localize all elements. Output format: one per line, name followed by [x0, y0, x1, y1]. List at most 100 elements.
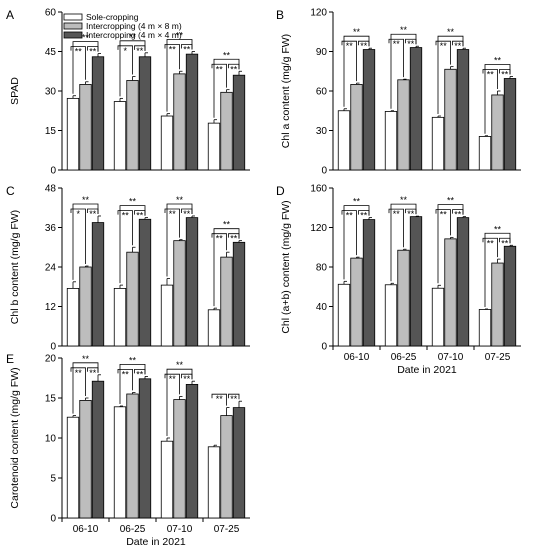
y-tick-label: 0 — [321, 166, 327, 177]
bar — [456, 217, 470, 347]
bar — [232, 241, 246, 347]
bar — [138, 378, 152, 519]
significance-bracket — [228, 393, 240, 400]
bar — [397, 249, 410, 347]
y-tick-label: 12 — [45, 302, 57, 313]
significance-label: ** — [89, 47, 97, 57]
significance-bracket — [181, 44, 193, 50]
significance-label: ** — [407, 39, 415, 49]
significance-bracket — [211, 393, 227, 406]
bar — [207, 309, 221, 347]
significance-bracket — [499, 237, 511, 244]
significance-label: * — [76, 209, 80, 219]
y-tick-label: 30 — [45, 87, 57, 98]
bar — [478, 136, 492, 171]
bar — [138, 218, 152, 347]
significance-bracket — [134, 368, 146, 375]
y-tick-label: 30 — [316, 126, 328, 137]
significance-label: ** — [176, 31, 184, 41]
significance-label: ** — [407, 209, 415, 219]
significance-bracket — [228, 63, 240, 70]
significance-label: ** — [82, 354, 90, 364]
y-tick-label: 160 — [310, 184, 327, 195]
legend-label: Intercropping (4 m × 4 m) — [86, 30, 182, 40]
bar — [478, 309, 492, 347]
significance-bracket — [87, 367, 99, 373]
bar — [113, 101, 127, 171]
significance-label: ** — [89, 209, 97, 219]
significance-label: ** — [400, 25, 408, 35]
significance-bracket — [452, 209, 464, 215]
significance-label: ** — [89, 368, 97, 378]
significance-bracket — [87, 208, 99, 214]
y-axis-label: Chl a content (mg/g FW) — [280, 34, 292, 148]
significance-label: ** — [447, 196, 455, 206]
bar — [384, 284, 398, 347]
significance-label: ** — [440, 210, 448, 220]
significance-bracket — [70, 208, 86, 265]
significance-bracket — [499, 69, 511, 75]
x-tick-label: 06-25 — [391, 352, 417, 363]
significance-bracket — [117, 45, 133, 75]
significance-bracket — [164, 208, 180, 238]
significance-label: ** — [82, 33, 90, 43]
x-tick-label: 07-25 — [214, 524, 240, 535]
significance-label: ** — [122, 211, 130, 221]
panel-letter: D — [276, 184, 285, 198]
bar — [491, 94, 504, 171]
significance-label: ** — [183, 45, 191, 55]
x-tick-label: 07-10 — [438, 352, 464, 363]
significance-bracket — [87, 46, 99, 52]
legend-swatch — [63, 13, 83, 21]
bar — [503, 78, 517, 171]
significance-bracket — [435, 209, 451, 236]
bar — [113, 287, 127, 347]
significance-label: ** — [346, 211, 354, 221]
y-tick-label: 120 — [310, 223, 327, 234]
significance-label: ** — [216, 64, 224, 74]
bar — [91, 222, 105, 347]
bar — [431, 287, 445, 347]
significance-label: ** — [230, 234, 238, 244]
significance-bracket — [211, 63, 227, 88]
y-tick-label: 36 — [45, 223, 57, 234]
significance-bracket — [388, 208, 404, 248]
significance-label: ** — [454, 210, 462, 220]
y-tick-label: 45 — [45, 47, 57, 58]
significance-label: ** — [169, 45, 177, 55]
bar — [350, 84, 363, 171]
significance-bracket — [341, 40, 357, 82]
significance-label: ** — [230, 394, 238, 404]
y-tick-label: 15 — [45, 394, 57, 405]
significance-label: ** — [129, 32, 137, 42]
significance-bracket — [164, 373, 180, 395]
bar — [160, 115, 174, 171]
bar — [207, 122, 221, 171]
significance-bracket — [134, 45, 146, 51]
y-tick-label: 40 — [316, 302, 328, 313]
significance-label: ** — [169, 374, 177, 384]
significance-label: ** — [393, 39, 401, 49]
x-axis-label: Date in 2021 — [126, 536, 186, 548]
y-axis-label: Chl b content (mg/g FW) — [9, 210, 21, 324]
bar — [384, 111, 398, 171]
significance-bracket — [435, 40, 451, 65]
bar — [220, 415, 233, 519]
bar — [503, 245, 517, 347]
significance-label: * — [123, 46, 127, 56]
significance-label: ** — [176, 360, 184, 370]
x-tick-label: 06-25 — [120, 524, 146, 535]
y-tick-label: 48 — [45, 184, 57, 195]
x-axis-label: Date in 2021 — [397, 364, 457, 376]
significance-label: ** — [360, 211, 368, 221]
significance-label: ** — [216, 234, 224, 244]
significance-bracket — [482, 237, 498, 258]
bar — [491, 262, 504, 347]
legend-label: Sole-cropping — [86, 12, 139, 22]
significance-bracket — [358, 210, 370, 216]
significance-bracket — [388, 38, 404, 78]
legend-label: Intercropping (4 m × 8 m) — [86, 21, 182, 31]
significance-bracket — [228, 233, 240, 239]
panel-e: E 0 5 10 15 20 Carotenoid content (mg/g FW) ** *… — [6, 352, 250, 548]
